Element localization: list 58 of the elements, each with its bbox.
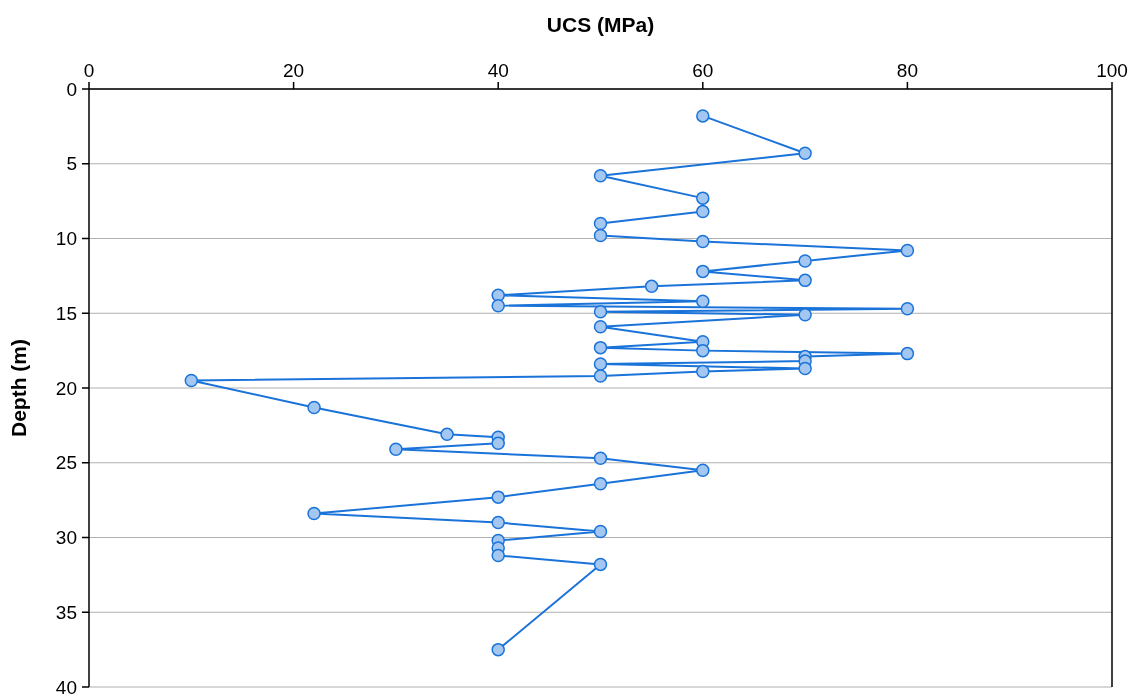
point — [307, 506, 321, 521]
point — [696, 109, 710, 123]
y-tick-label: 35 — [55, 601, 77, 623]
x-tick-label: 80 — [896, 60, 918, 81]
point — [696, 191, 710, 205]
x-tick-label: 100 — [1096, 60, 1128, 81]
point — [593, 216, 608, 231]
point — [593, 451, 608, 466]
point — [593, 168, 608, 183]
point — [491, 642, 505, 657]
point — [900, 302, 915, 316]
point — [491, 299, 505, 313]
point — [593, 357, 608, 371]
point — [696, 364, 710, 379]
y-tick-label: 0 — [66, 78, 77, 100]
y-tick-label: 15 — [55, 302, 77, 324]
point — [593, 369, 608, 383]
point — [491, 490, 505, 504]
point — [593, 319, 608, 334]
y-tick-label: 25 — [55, 452, 77, 474]
y-tick-label: 10 — [55, 228, 77, 250]
point — [798, 361, 812, 376]
point — [798, 308, 812, 322]
point — [696, 234, 710, 249]
y-axis-title: Depth (m) — [7, 339, 30, 437]
x-tick-label: 0 — [83, 60, 95, 81]
point — [491, 548, 505, 563]
point — [389, 442, 403, 457]
point — [593, 524, 608, 539]
point — [593, 557, 608, 572]
point — [798, 254, 812, 268]
x-tick-label: 40 — [487, 60, 509, 81]
point — [900, 346, 915, 361]
point — [491, 436, 505, 451]
point — [593, 228, 608, 243]
x-tick-label: 60 — [692, 60, 714, 81]
point — [184, 373, 199, 388]
point — [440, 427, 454, 442]
point — [798, 273, 812, 288]
point — [696, 343, 710, 358]
x-tick-label: 20 — [283, 60, 305, 81]
point — [696, 463, 710, 477]
point — [798, 146, 812, 161]
point — [593, 340, 608, 355]
point — [491, 515, 505, 530]
x-axis-title: UCS (MPa) — [546, 13, 655, 36]
point — [307, 400, 321, 415]
y-tick-label: 5 — [66, 153, 77, 175]
y-tick-label: 30 — [55, 527, 77, 549]
point — [593, 476, 608, 491]
point — [696, 294, 710, 309]
y-tick-label: 20 — [55, 377, 77, 399]
point — [644, 279, 659, 294]
point — [593, 305, 608, 319]
point — [900, 243, 915, 258]
y-tick-label: 40 — [55, 676, 77, 697]
point — [696, 204, 710, 219]
point — [696, 264, 710, 279]
